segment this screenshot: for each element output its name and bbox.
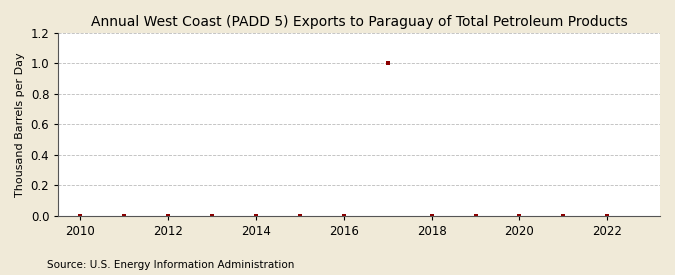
- Text: Source: U.S. Energy Information Administration: Source: U.S. Energy Information Administ…: [47, 260, 294, 270]
- Y-axis label: Thousand Barrels per Day: Thousand Barrels per Day: [15, 52, 25, 197]
- Title: Annual West Coast (PADD 5) Exports to Paraguay of Total Petroleum Products: Annual West Coast (PADD 5) Exports to Pa…: [91, 15, 628, 29]
